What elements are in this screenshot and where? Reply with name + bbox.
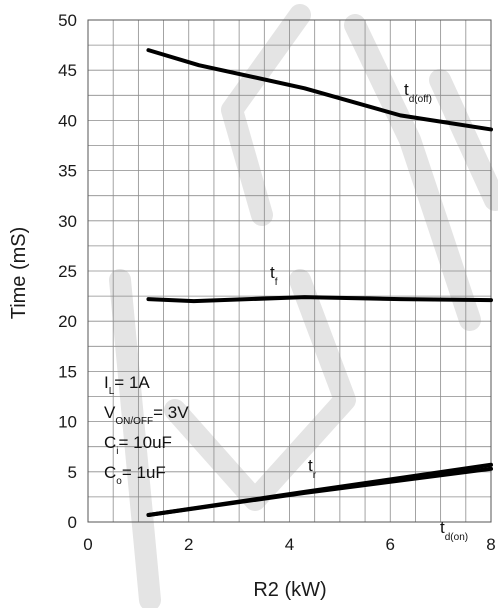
series-label: td(on) [440,518,468,543]
test-conditions: IL= 1A VON/OFF= 3V Ci= 10uF Co= 1uF [104,373,189,487]
x-axis-ticks: 0 2 4 6 8 [83,535,495,554]
x-tick-label: 6 [386,535,395,554]
series-line-tdon [146,466,493,517]
x-tick-label: 4 [285,535,294,554]
x-tick-label: 2 [184,535,193,554]
x-axis-title: R2 (kW) [253,579,326,601]
condition-label: Ci= 10uF [104,433,172,457]
x-tick-label: 0 [83,535,92,554]
series-labels: td(off) tf tr td(on) [270,80,468,543]
y-tick-label: 40 [58,111,77,130]
y-tick-label: 45 [58,61,77,80]
y-tick-label: 0 [68,513,77,532]
y-tick-label: 25 [58,262,77,281]
series-lines [146,48,493,517]
condition-label: VON/OFF= 3V [104,403,189,427]
y-tick-label: 20 [58,312,77,331]
series-label: tf [270,263,278,288]
y-tick-label: 30 [58,212,77,231]
y-axis-title: Time (mS) [8,227,30,320]
y-tick-label: 50 [58,11,77,30]
x-tick-label: 8 [486,535,495,554]
watermark [109,4,498,608]
condition-label: Co= 1uF [104,463,166,487]
series-label: tr [308,456,317,481]
series-label: td(off) [404,80,432,105]
y-tick-label: 10 [58,413,77,432]
plot-frame [87,19,492,523]
grid [88,20,491,522]
y-tick-label: 35 [58,162,77,181]
series-line-tf [146,295,493,304]
y-tick-label: 5 [68,463,77,482]
condition-label: IL= 1A [104,373,150,397]
y-axis-ticks: 0 5 10 15 20 25 30 35 40 45 50 [58,11,77,532]
series-line-tdoff [146,48,493,132]
y-tick-label: 15 [58,362,77,381]
